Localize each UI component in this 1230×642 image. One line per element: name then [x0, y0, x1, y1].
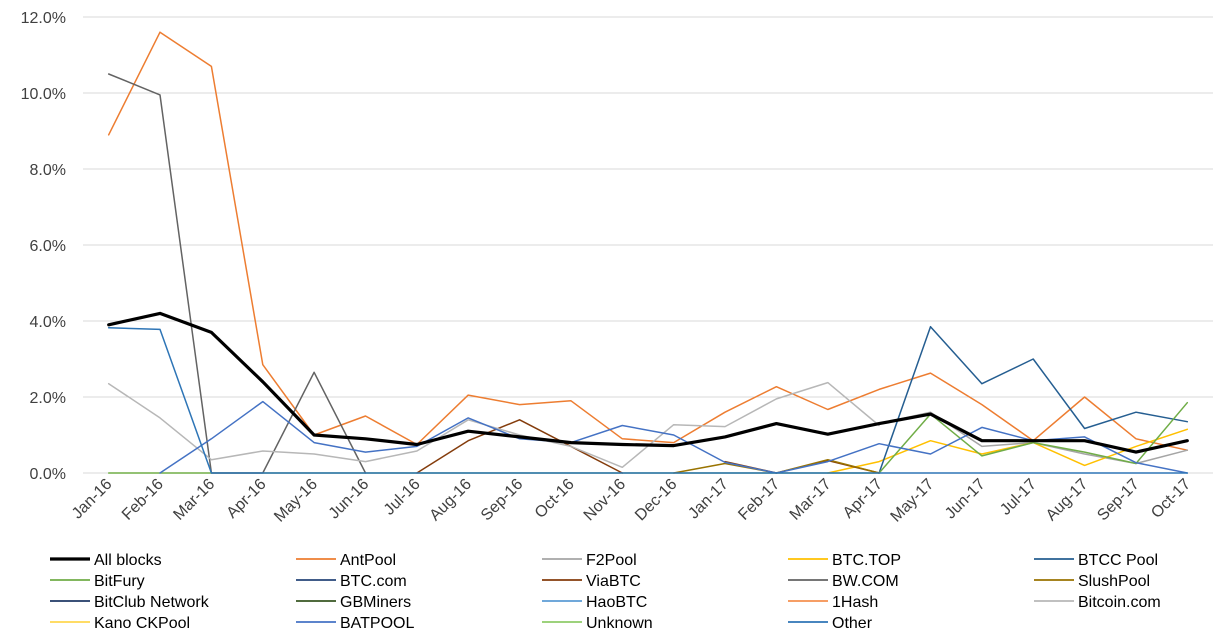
y-tick-label: 4.0%: [30, 314, 66, 331]
legend-label-bitfury: BitFury: [94, 573, 145, 590]
series-line-bw-com: [107, 73, 367, 474]
legend-label-gbminers: GBMiners: [340, 594, 411, 611]
series-line-all-blocks: [107, 311, 1189, 454]
x-tick-label: Oct-16: [532, 476, 578, 522]
series-line-btcc-pool: [878, 325, 1189, 474]
legend-label-all-blocks: All blocks: [94, 552, 162, 569]
series-line-bitfury: [107, 401, 1189, 474]
y-tick-label: 10.0%: [21, 86, 66, 103]
legend-label-batpool: BATPOOL: [340, 615, 414, 632]
x-tick-label: May-16: [271, 476, 321, 526]
x-tick-label: Jun-17: [942, 476, 989, 523]
gridlines: [83, 16, 1213, 474]
axes: 0.0%2.0%4.0%6.0%8.0%10.0%12.0%Jan-16 Feb-…: [21, 10, 1213, 526]
y-tick-label: 12.0%: [21, 10, 66, 27]
y-tick-label: 0.0%: [30, 466, 66, 483]
legend-label-btcc-pool: BTCC Pool: [1078, 552, 1158, 569]
x-tick-label: Nov-16: [581, 476, 630, 525]
legend-label-kano-ckpool: Kano CKPool: [94, 615, 190, 632]
legend-label-1hash: 1Hash: [832, 594, 878, 611]
x-tick-label: May-17: [888, 476, 938, 526]
y-tick-label: 8.0%: [30, 162, 66, 179]
legend-label-viabtc: ViaBTC: [586, 573, 641, 590]
y-tick-label: 2.0%: [30, 390, 66, 407]
legend-label-bitcoin-com: Bitcoin.com: [1078, 594, 1161, 611]
x-tick-label: Mar-16: [170, 476, 218, 524]
x-tick-label: Dec-16: [632, 476, 681, 525]
legend: All blocks AntPool F2Pool BTC.TOP BTCC Pool B…: [50, 552, 1161, 632]
series-line-antpool: [107, 31, 1189, 451]
x-tick-label: Jul-16: [381, 476, 424, 519]
legend-label-antpool: AntPool: [340, 552, 396, 569]
legend-label-bitclub-network: BitClub Network: [94, 594, 210, 611]
legend-label-slushpool: SlushPool: [1078, 573, 1150, 590]
y-tick-label: 6.0%: [30, 238, 66, 255]
x-tick-label: Apr-16: [224, 476, 270, 522]
x-tick-label: Oct-17: [1148, 476, 1194, 522]
legend-label-haobtc: HaoBTC: [586, 594, 647, 611]
x-tick-label: Jan-17: [685, 476, 732, 523]
x-tick-label: Apr-17: [840, 476, 886, 522]
x-tick-label: Sep-17: [1094, 476, 1143, 525]
x-tick-label: Feb-17: [735, 476, 783, 524]
x-tick-label: Aug-17: [1043, 476, 1092, 525]
legend-label-unknown: Unknown: [586, 615, 653, 632]
x-tick-label: Jan-16: [69, 476, 116, 523]
legend-label-f2pool: F2Pool: [586, 552, 637, 569]
legend-label-btc-com: BTC.com: [340, 573, 407, 590]
x-tick-label: Jun-16: [326, 476, 373, 523]
legend-label-other: Other: [832, 615, 873, 632]
series-line-other: [107, 327, 1189, 474]
x-tick-label: Mar-17: [787, 476, 835, 524]
x-tick-label: Jul-17: [997, 476, 1040, 519]
legend-label-btc-top: BTC.TOP: [832, 552, 901, 569]
x-tick-label: Feb-16: [119, 476, 167, 524]
x-tick-label: Aug-16: [427, 476, 476, 525]
series-line-viabtc: [416, 419, 624, 474]
series-line-slushpool: [672, 458, 880, 474]
x-tick-label: Sep-16: [478, 476, 527, 525]
legend-label-bw-com: BW.COM: [832, 573, 899, 590]
series-lines: [107, 31, 1189, 474]
series-line-batpool: [159, 400, 1189, 474]
series-line-bitcoin-com: [107, 381, 880, 469]
